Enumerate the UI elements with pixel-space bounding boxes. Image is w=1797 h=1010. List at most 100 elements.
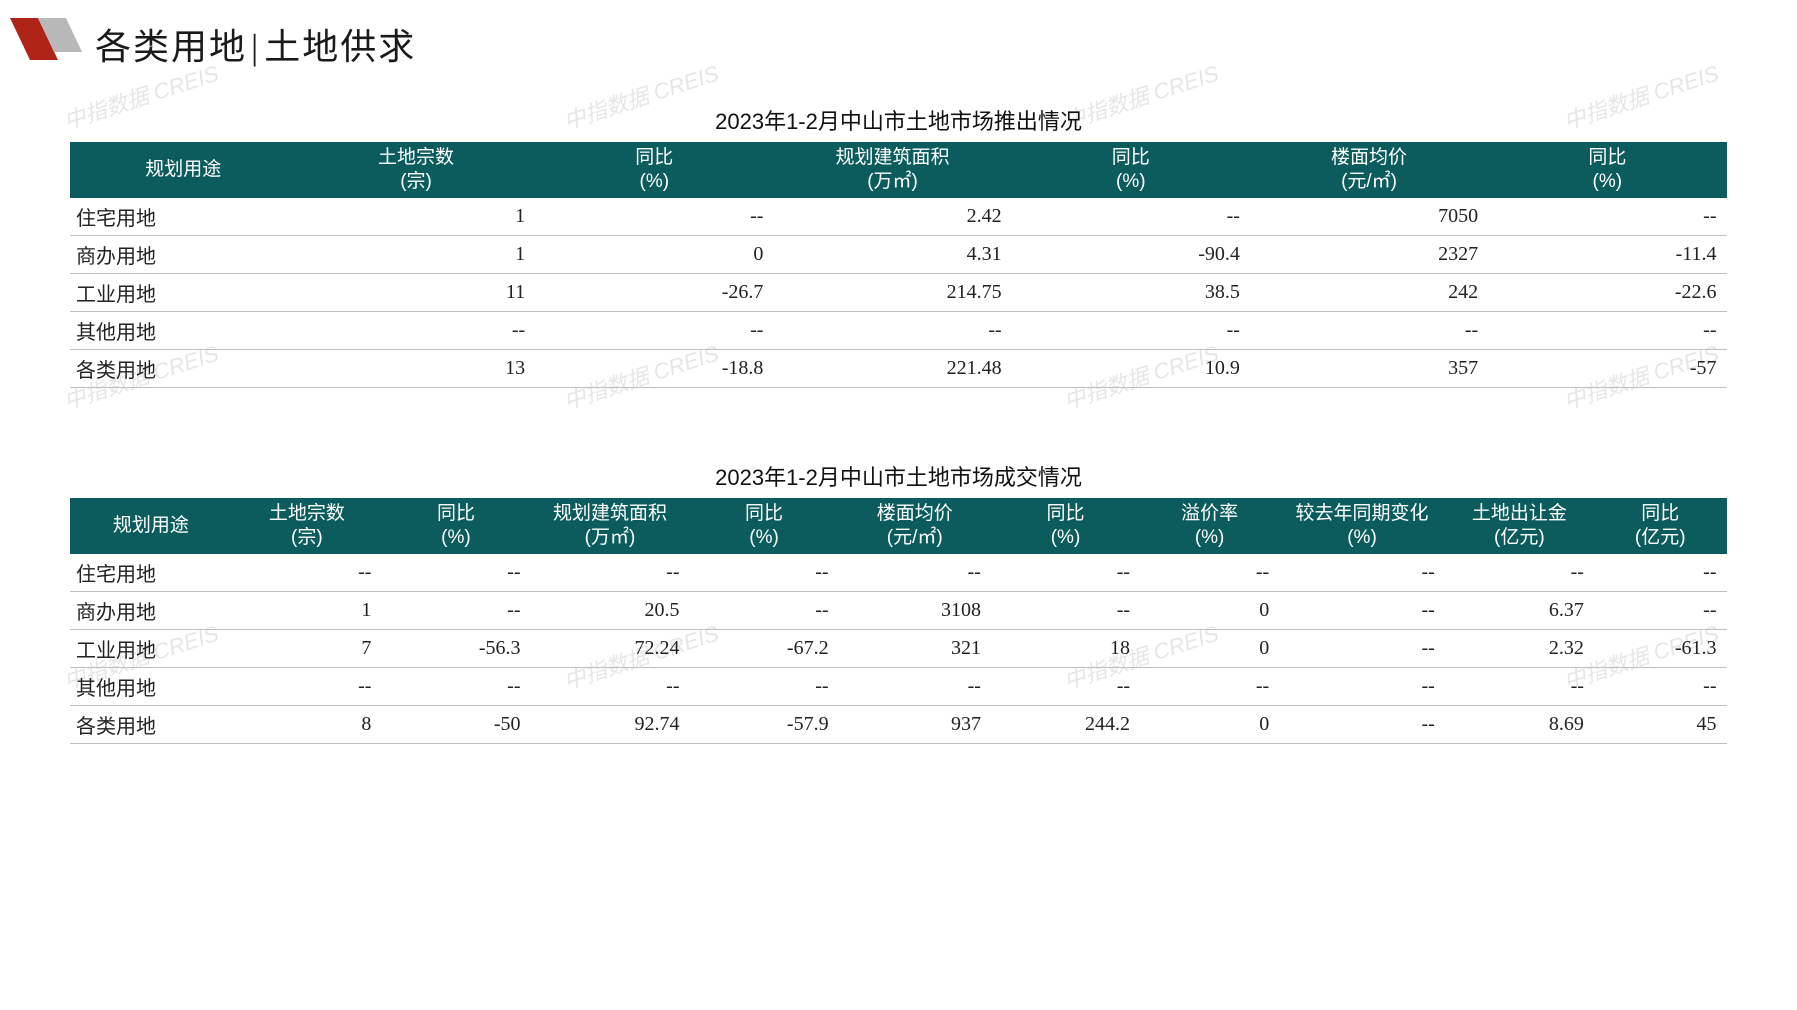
table2-col-6: 同比(%) (991, 498, 1140, 554)
table1-cell: 13 (297, 349, 535, 387)
table2-cell: 45 (1594, 705, 1727, 743)
table1-cell: 住宅用地 (70, 198, 297, 236)
table2-col-9-l2: (亿元) (1451, 526, 1587, 550)
table2-cell: 各类用地 (70, 705, 232, 743)
table2-col-2-l1: 同比 (388, 502, 524, 526)
table-row: 各类用地8-5092.74-57.9937244.20--8.6945 (70, 705, 1727, 743)
table2-col-0-l1: 规划用途 (76, 514, 226, 538)
table1-col-4-l2: (%) (1018, 170, 1243, 194)
table2-col-9: 土地出让金(亿元) (1445, 498, 1594, 554)
table1-col-6-l1: 同比 (1495, 146, 1720, 170)
table2-cell: -- (839, 667, 991, 705)
table2-col-10: 同比(亿元) (1594, 498, 1727, 554)
table1-cell: -- (297, 311, 535, 349)
table1-col-3: 规划建筑面积(万㎡) (773, 142, 1011, 198)
table2-cell: 6.37 (1445, 591, 1594, 629)
table2-col-1: 土地宗数(宗) (232, 498, 381, 554)
table1-col-4: 同比(%) (1012, 142, 1250, 198)
table2-cell: 18 (991, 629, 1140, 667)
table2-cell: -- (1279, 554, 1445, 592)
table2-cell: -- (690, 591, 839, 629)
table2-cell: -67.2 (690, 629, 839, 667)
table1-col-3-l2: (万㎡) (780, 170, 1005, 194)
table1-col-0-l1: 规划用途 (76, 158, 290, 182)
table1-cell: 242 (1250, 273, 1488, 311)
table2-col-3-l1: 规划建筑面积 (537, 502, 683, 526)
table2-cell: 321 (839, 629, 991, 667)
table1-cell: -22.6 (1488, 273, 1726, 311)
table2-cell: -56.3 (381, 629, 530, 667)
table-1: 规划用途土地宗数(宗)同比(%)规划建筑面积(万㎡)同比(%)楼面均价(元/㎡)… (70, 142, 1727, 388)
table-row: 商办用地1--20.5--3108--0--6.37-- (70, 591, 1727, 629)
table2-cell: -- (1445, 667, 1594, 705)
table2-cell: -61.3 (1594, 629, 1727, 667)
table2-cell: 0 (1140, 591, 1279, 629)
table1-cell: 2.42 (773, 198, 1011, 236)
logo-mark (10, 18, 82, 60)
table2-cell: -- (1594, 554, 1727, 592)
table2-col-7-l2: (%) (1147, 526, 1273, 550)
table1-cell: -- (773, 311, 1011, 349)
table1-col-6-l2: (%) (1495, 170, 1720, 194)
table2-col-4-l2: (%) (696, 526, 832, 550)
table2-cell: 8.69 (1445, 705, 1594, 743)
table2-cell: 其他用地 (70, 667, 232, 705)
table2-cell: -- (839, 554, 991, 592)
table2-col-8-l2: (%) (1286, 526, 1439, 550)
table1-cell: 10.9 (1012, 349, 1250, 387)
table2-cell: -- (991, 554, 1140, 592)
table2-col-7-l1: 溢价率 (1147, 502, 1273, 526)
section-table-2: 2023年1-2月中山市土地市场成交情况 规划用途土地宗数(宗)同比(%)规划建… (70, 460, 1727, 744)
table1-col-5-l1: 楼面均价 (1256, 146, 1481, 170)
table1-caption: 2023年1-2月中山市土地市场推出情况 (70, 104, 1727, 136)
table2-cell: 20.5 (530, 591, 689, 629)
table2-col-5: 楼面均价(元/㎡) (839, 498, 991, 554)
table-row: 工业用地7-56.372.24-67.2321180--2.32-61.3 (70, 629, 1727, 667)
table2-col-1-l1: 土地宗数 (239, 502, 375, 526)
table2-cell: -- (1279, 629, 1445, 667)
table2-cell: -- (1140, 554, 1279, 592)
table1-cell: 2327 (1250, 235, 1488, 273)
table1-col-6: 同比(%) (1488, 142, 1726, 198)
table2-cell: -- (1445, 554, 1594, 592)
table1-col-5-l2: (元/㎡) (1256, 170, 1481, 194)
table2-col-1-l2: (宗) (239, 526, 375, 550)
table1-col-1-l2: (宗) (303, 170, 528, 194)
table2-cell: 72.24 (530, 629, 689, 667)
table2-cell: -- (690, 554, 839, 592)
table2-col-4-l1: 同比 (696, 502, 832, 526)
table-row: 商办用地104.31-90.42327-11.4 (70, 235, 1727, 273)
table1-cell: 38.5 (1012, 273, 1250, 311)
table2-cell: 2.32 (1445, 629, 1594, 667)
table1-cell: -- (1012, 311, 1250, 349)
table2-cell: -- (381, 554, 530, 592)
table2-cell: 工业用地 (70, 629, 232, 667)
table2-cell: -- (1594, 667, 1727, 705)
table2-col-10-l1: 同比 (1600, 502, 1720, 526)
table2-cell: 244.2 (991, 705, 1140, 743)
table1-cell: 其他用地 (70, 311, 297, 349)
table2-col-6-l2: (%) (997, 526, 1133, 550)
table2-cell: -- (530, 667, 689, 705)
table2-cell: 7 (232, 629, 381, 667)
table2-col-6-l1: 同比 (997, 502, 1133, 526)
title-right: 土地供求 (264, 27, 416, 67)
table1-cell: -90.4 (1012, 235, 1250, 273)
table2-col-10-l2: (亿元) (1600, 526, 1720, 550)
table-row: 各类用地13-18.8221.4810.9357-57 (70, 349, 1727, 387)
table1-cell: -- (1488, 311, 1726, 349)
table1-cell: -57 (1488, 349, 1726, 387)
table2-cell: -- (1279, 591, 1445, 629)
table-row: 工业用地11-26.7214.7538.5242-22.6 (70, 273, 1727, 311)
table2-cell: -- (690, 667, 839, 705)
table-row: 住宅用地1--2.42--7050-- (70, 198, 1727, 236)
table-row: 其他用地-------------------- (70, 667, 1727, 705)
table2-col-5-l2: (元/㎡) (845, 526, 984, 550)
title-sep: | (247, 27, 264, 67)
table2-cell: 3108 (839, 591, 991, 629)
page-title: 各类用地|土地供求 (95, 18, 416, 70)
table2-cell: -- (381, 667, 530, 705)
table2-col-0: 规划用途 (70, 498, 232, 554)
table2-cell: -57.9 (690, 705, 839, 743)
table1-cell: -11.4 (1488, 235, 1726, 273)
